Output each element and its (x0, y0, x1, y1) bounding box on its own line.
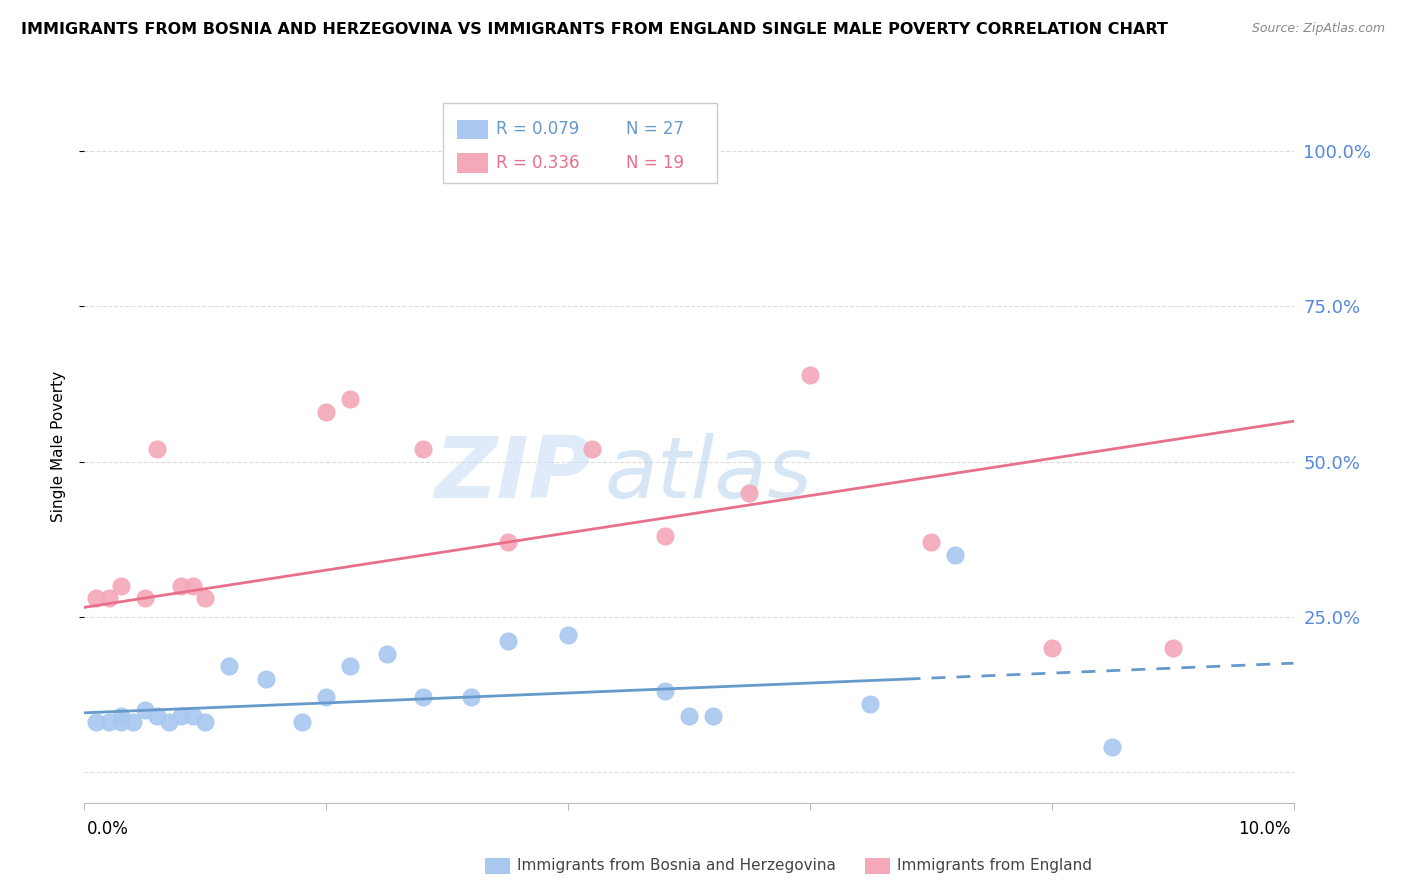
Point (412, 442, 434, 456)
Text: Immigrants from Bosnia and Herzegovina: Immigrants from Bosnia and Herzegovina (517, 858, 837, 872)
Point (339, 659, 361, 673)
Point (702, 709, 724, 723)
Point (859, 697, 882, 711)
Point (557, 628, 579, 642)
Point (146, 442, 169, 456)
Point (738, 485, 761, 500)
Point (110, 715, 132, 730)
Point (97, 591, 120, 605)
Point (339, 392, 361, 407)
Point (86, 715, 108, 730)
Point (315, 405, 337, 419)
Point (254, 672, 277, 686)
Point (799, 368, 821, 382)
Point (581, 442, 603, 456)
Point (110, 709, 132, 723)
Point (654, 529, 676, 543)
Point (943, 548, 966, 562)
Point (170, 579, 193, 593)
Point (97, 715, 120, 730)
Point (134, 591, 156, 605)
Point (678, 709, 700, 723)
Point (1161, 640, 1184, 655)
Point (134, 703, 156, 717)
Text: R = 0.079: R = 0.079 (496, 120, 579, 138)
Point (181, 579, 204, 593)
Point (315, 690, 337, 705)
Point (218, 659, 240, 673)
Point (194, 715, 217, 730)
Point (496, 634, 519, 648)
Y-axis label: Single Male Poverty: Single Male Poverty (51, 370, 66, 522)
Point (375, 647, 398, 661)
Point (496, 535, 519, 549)
Point (146, 709, 169, 723)
Text: IMMIGRANTS FROM BOSNIA AND HERZEGOVINA VS IMMIGRANTS FROM ENGLAND SINGLE MALE PO: IMMIGRANTS FROM BOSNIA AND HERZEGOVINA V… (21, 22, 1168, 37)
Text: Source: ZipAtlas.com: Source: ZipAtlas.com (1251, 22, 1385, 36)
Point (1040, 640, 1063, 655)
Point (157, 715, 180, 730)
Point (170, 709, 193, 723)
Text: 0.0%: 0.0% (87, 820, 129, 838)
Point (460, 690, 482, 705)
Point (654, 684, 676, 698)
Point (920, 535, 942, 549)
Point (121, 715, 143, 730)
Text: ZIP: ZIP (434, 433, 592, 516)
Text: atlas: atlas (605, 433, 813, 516)
Point (194, 591, 217, 605)
Text: R = 0.336: R = 0.336 (496, 154, 579, 172)
Point (1101, 739, 1123, 754)
Point (412, 690, 434, 705)
Point (181, 709, 204, 723)
Text: N = 19: N = 19 (626, 154, 683, 172)
Text: N = 27: N = 27 (626, 120, 683, 138)
Point (291, 715, 314, 730)
Point (86, 591, 108, 605)
Text: 10.0%: 10.0% (1239, 820, 1291, 838)
Point (110, 579, 132, 593)
Text: Immigrants from England: Immigrants from England (897, 858, 1092, 872)
